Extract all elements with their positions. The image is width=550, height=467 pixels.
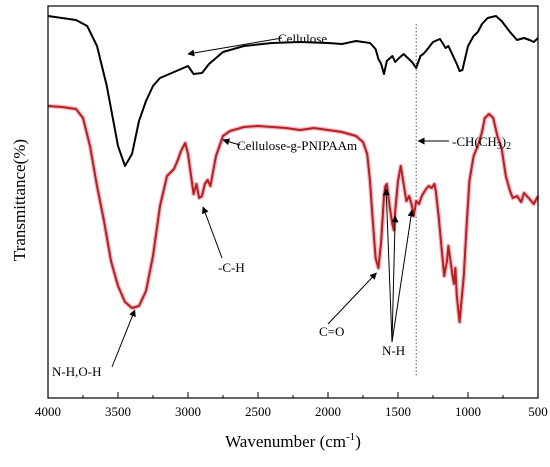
x-axis-title-sup: -1 bbox=[346, 431, 355, 443]
annotation-isopropyl-main: -CH(CH bbox=[452, 134, 497, 149]
x-tick-label: 500 bbox=[528, 404, 548, 419]
x-tick-label: 1500 bbox=[385, 404, 411, 419]
annotation-arrow bbox=[382, 188, 393, 343]
x-tick-label: 4000 bbox=[35, 404, 61, 419]
x-axis-title: Wavenumber (cm-1) bbox=[225, 431, 361, 451]
annotation-nh-oh: N-H,O-H bbox=[52, 364, 101, 379]
x-axis-title-main: Wavenumber (cm bbox=[225, 432, 346, 451]
x-tick-label: 1000 bbox=[455, 404, 481, 419]
annotation-isopropyl-end: ) bbox=[502, 134, 506, 149]
x-tick-label: 2500 bbox=[245, 404, 271, 419]
x-axis: 4000 3500 3000 2500 2000 1500 1000 500 bbox=[35, 392, 548, 419]
annotation-arrow bbox=[187, 37, 283, 57]
annotation-grafted: Cellulose-g-PNIPAAm bbox=[237, 138, 357, 153]
x-tick-label: 2000 bbox=[315, 404, 341, 419]
annotation-arrow bbox=[111, 309, 136, 368]
annotation-arrow bbox=[327, 272, 377, 325]
series-line-1 bbox=[47, 105, 539, 323]
annotation-ch: -C-H bbox=[218, 260, 245, 275]
annotation-co: C=O bbox=[319, 324, 344, 339]
annotation-cellulose: Cellulose bbox=[278, 31, 327, 46]
annotation-isopropyl: -CH(CH3)2 bbox=[452, 134, 511, 152]
annotation-arrow bbox=[391, 209, 415, 343]
x-tick-label: 3500 bbox=[105, 404, 131, 419]
annotation-nh: N-H bbox=[382, 343, 405, 358]
plot-area bbox=[47, 15, 540, 376]
annotation-arrow bbox=[222, 138, 241, 146]
annotation-arrow bbox=[391, 215, 399, 343]
annotation-arrow bbox=[201, 206, 223, 259]
annotation-isopropyl-sub: 3 bbox=[497, 141, 502, 152]
annotations bbox=[111, 37, 449, 368]
x-tick-label: 3000 bbox=[175, 404, 201, 419]
series-line-0 bbox=[47, 15, 539, 167]
y-axis-title: Transmittance(%) bbox=[10, 139, 29, 261]
annotation-isopropyl-sub2: 2 bbox=[506, 141, 511, 152]
x-axis-title-end: ) bbox=[355, 432, 361, 451]
